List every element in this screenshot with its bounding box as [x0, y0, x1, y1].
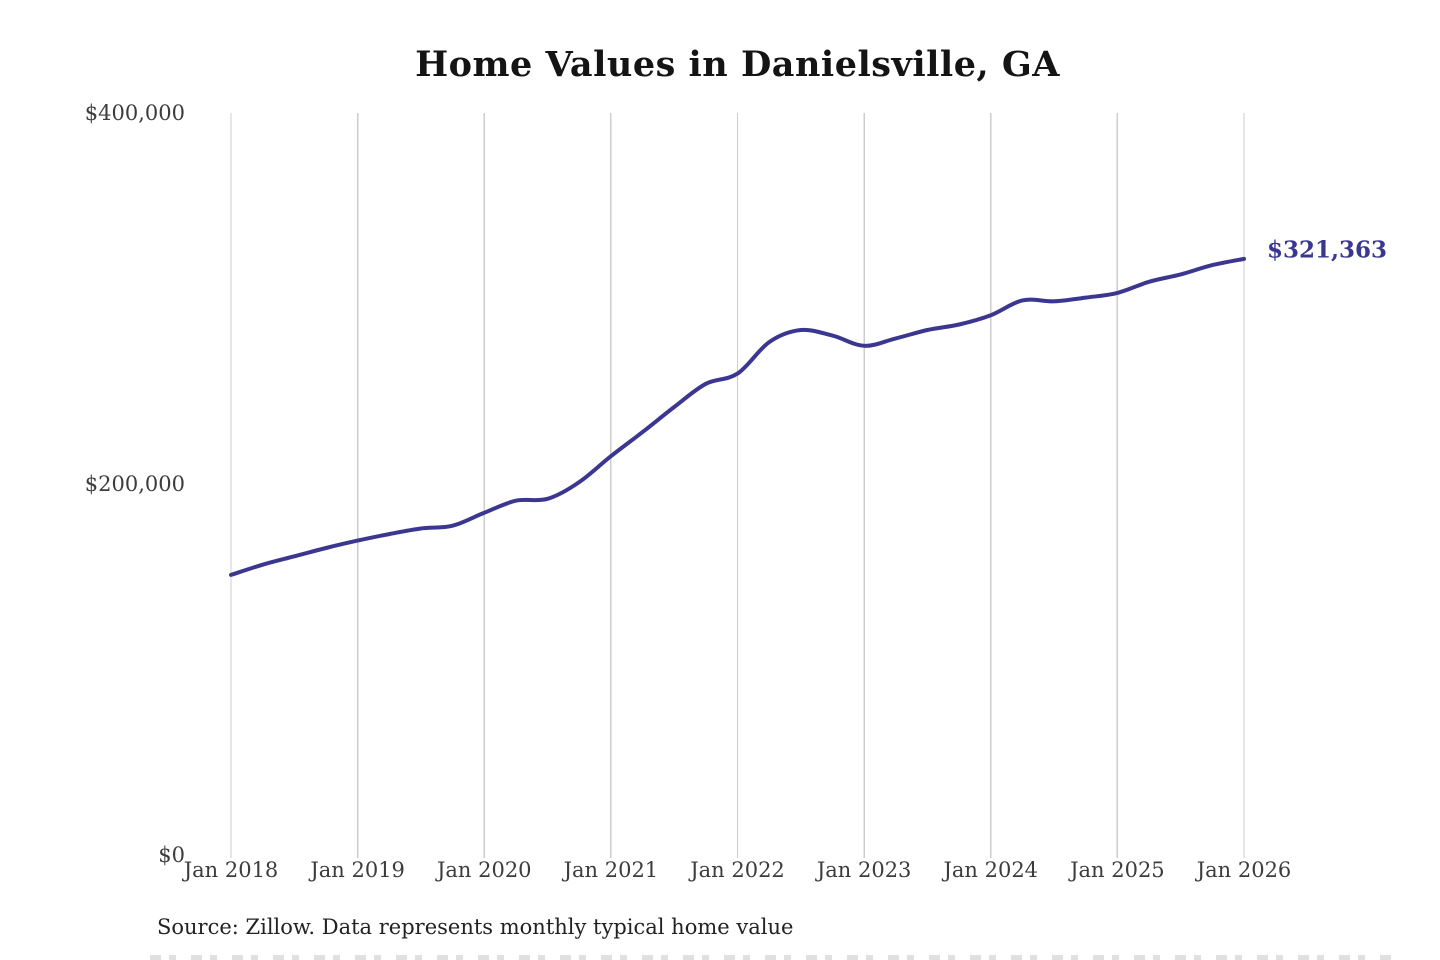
x-tick-label: Jan 2021	[563, 858, 659, 882]
x-tick-label: Jan 2018	[183, 858, 279, 882]
x-tick-label: Jan 2022	[690, 858, 785, 882]
x-tick-label: Jan 2025	[1070, 858, 1165, 882]
latest-value-label: $321,363	[1267, 236, 1388, 264]
gridlines	[230, 113, 1245, 858]
y-tick-label: $0	[158, 843, 185, 867]
home-value-line	[229, 256, 1246, 577]
x-tick-label: Jan 2026	[1196, 858, 1292, 882]
x-tick-label: Jan 2024	[943, 858, 1039, 882]
x-tick-label: Jan 2023	[816, 858, 912, 882]
y-tick-label: $400,000	[84, 101, 185, 125]
x-tick-label: Jan 2019	[310, 858, 405, 882]
cropped-text-remnant	[150, 955, 1395, 960]
chart-title: Home Values in Danielsville, GA	[415, 44, 1060, 85]
x-tick-label: Jan 2020	[436, 858, 532, 882]
source-note: Source: Zillow. Data represents monthly …	[157, 915, 794, 939]
y-tick-label: $200,000	[84, 472, 185, 496]
